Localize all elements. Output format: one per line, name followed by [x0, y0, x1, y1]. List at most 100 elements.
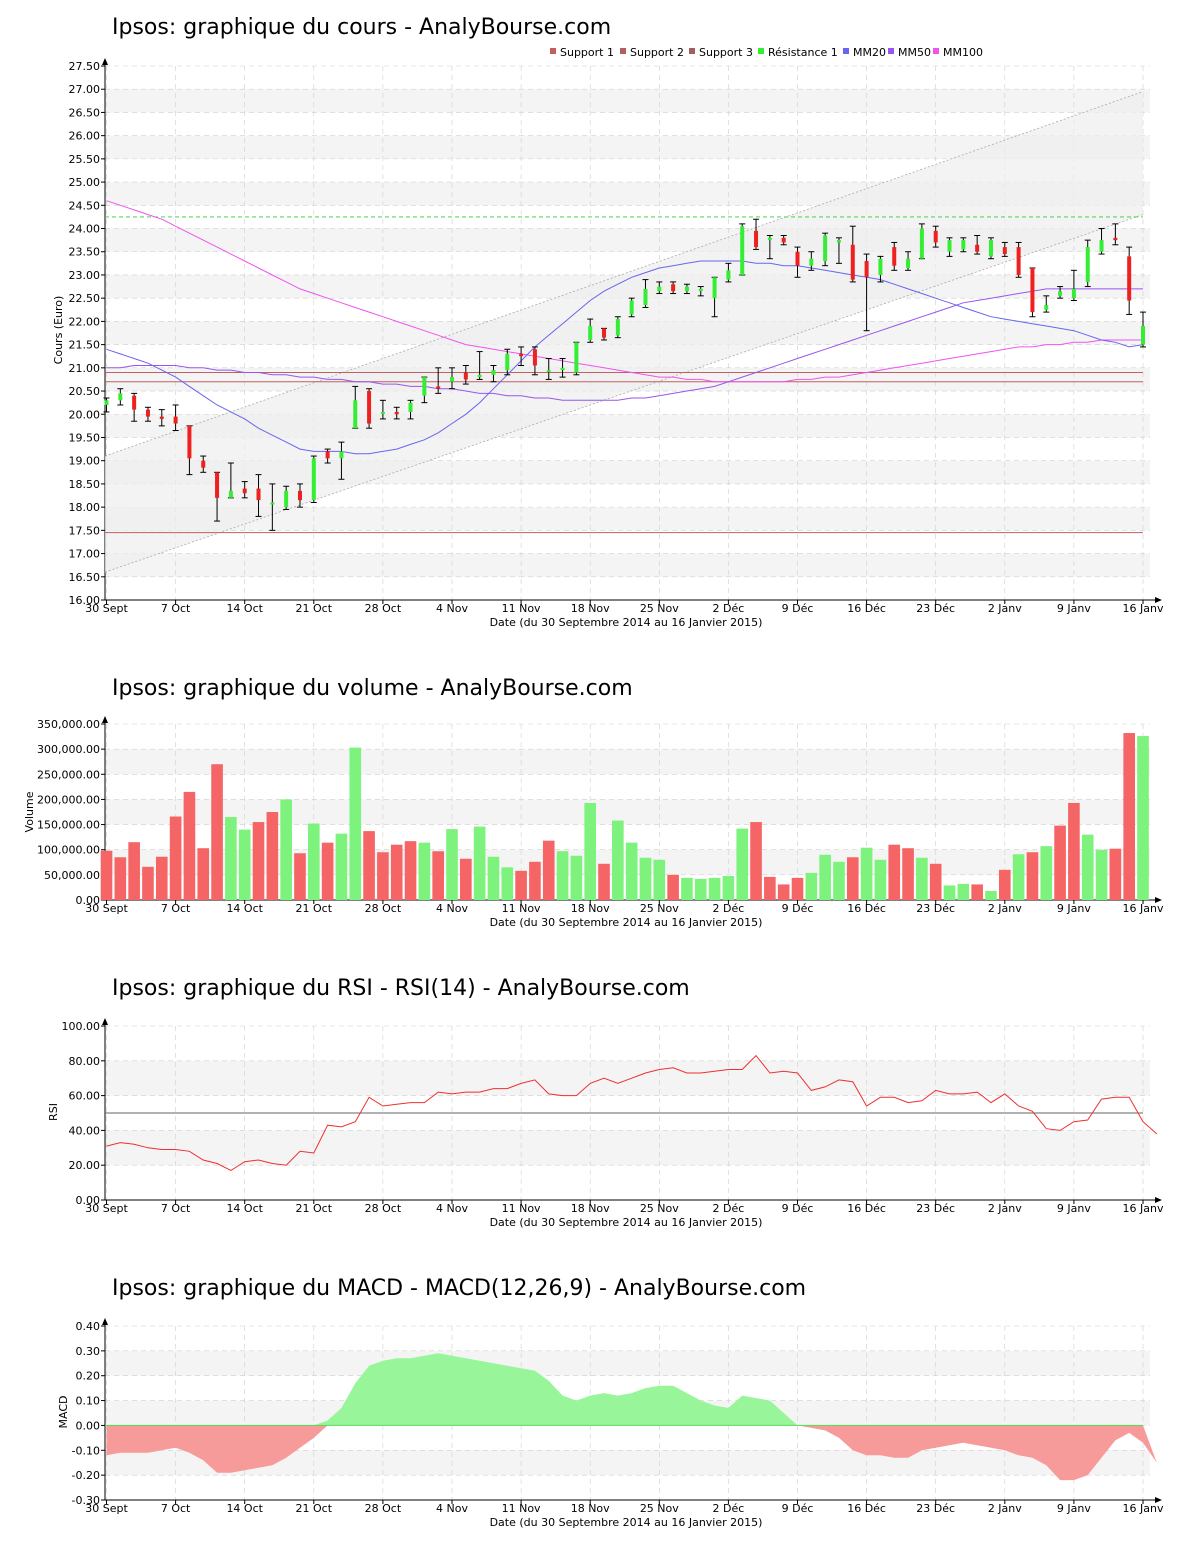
- volume-x-tick-label: 2 Déc: [713, 902, 745, 915]
- rsi-x-tick-label: 4 Nov: [436, 1202, 468, 1215]
- macd-x-tick-label: 11 Nov: [502, 1502, 541, 1515]
- volume-bar: [971, 884, 983, 900]
- volume-bar: [473, 826, 486, 900]
- volume-x-tick-label: 30 Sept: [85, 902, 128, 915]
- candle-body: [450, 377, 454, 382]
- candle-body: [1044, 305, 1049, 310]
- macd-y-tick-label: 0.20: [76, 1370, 101, 1383]
- candle-body: [574, 342, 579, 373]
- candle-body: [284, 490, 289, 508]
- macd-band: [105, 1350, 1150, 1376]
- volume-y-tick-label: 100,000.00: [37, 844, 100, 857]
- volume-y-tick-label: 250,000.00: [37, 768, 100, 781]
- legend-swatch-support-1: [550, 48, 556, 54]
- rsi-y-axis-title: RSI: [47, 1103, 60, 1121]
- macd-x-tick-label: 23 Déc: [916, 1502, 955, 1515]
- price-x-axis-arrow: [1155, 597, 1162, 603]
- volume-bar: [681, 877, 693, 900]
- volume-y-tick-label: 350,000.00: [37, 718, 100, 731]
- volume-bar: [446, 829, 458, 900]
- volume-bar: [238, 829, 251, 900]
- price-x-tick-label: 2 Janv: [988, 602, 1022, 615]
- price-y-tick-label: 16.00: [69, 594, 101, 607]
- macd-x-tick-label: 28 Oct: [365, 1502, 402, 1515]
- macd-x-tick-label: 16 Déc: [847, 1502, 886, 1515]
- candle-body: [947, 240, 952, 252]
- candle-body: [795, 251, 800, 266]
- macd-y-tick-label: 0.30: [76, 1345, 101, 1358]
- rsi-x-tick-label: 2 Janv: [988, 1202, 1022, 1215]
- volume-bar: [722, 875, 735, 900]
- volume-bar: [404, 841, 417, 900]
- volume-bar: [598, 863, 610, 900]
- candle-body: [712, 277, 717, 299]
- volume-bar: [432, 851, 444, 900]
- volume-bar: [943, 885, 956, 900]
- price-x-tick-label: 23 Déc: [916, 602, 955, 615]
- macd-x-tick-label: 18 Nov: [571, 1502, 610, 1515]
- price-y-tick-label: 22.00: [69, 315, 101, 328]
- price-y-axis-arrow: [102, 58, 108, 65]
- legend-mm20: MM20: [853, 46, 886, 59]
- macd-x-tick-label: 9 Janv: [1057, 1502, 1091, 1515]
- candle-body: [1085, 247, 1090, 282]
- price-x-tick-label: 11 Nov: [502, 602, 541, 615]
- volume-bar: [708, 877, 721, 900]
- legend-swatch-mm50: [888, 48, 894, 54]
- legend-support-1: Support 1: [560, 46, 614, 59]
- candle-body: [532, 349, 537, 366]
- candle-body: [615, 319, 620, 336]
- legend-mm100: MM100: [943, 46, 983, 59]
- macd-x-tick-label: 9 Déc: [782, 1502, 814, 1515]
- candle-body: [975, 244, 980, 252]
- volume-bar: [1040, 846, 1053, 900]
- rsi-x-tick-label: 28 Oct: [365, 1202, 402, 1215]
- rsi-x-tick-label: 9 Déc: [782, 1202, 814, 1215]
- volume-bar: [846, 857, 859, 900]
- price-y-tick-label: 27.50: [69, 60, 101, 73]
- rsi-x-tick-label: 2 Déc: [713, 1202, 745, 1215]
- volume-band: [105, 799, 1150, 825]
- volume-bar: [501, 867, 514, 900]
- trend-channel-lower: [104, 214, 1144, 573]
- volume-y-axis-arrow: [102, 716, 108, 723]
- volume-bar: [390, 844, 403, 900]
- candle-body: [394, 411, 399, 415]
- candle-body: [629, 300, 634, 315]
- macd-y-tick-label: 0.00: [76, 1419, 101, 1432]
- volume-bar: [819, 854, 831, 900]
- candle-body: [242, 488, 247, 494]
- price-y-tick-label: 20.00: [69, 408, 101, 421]
- volume-bar: [570, 855, 583, 900]
- candle-body: [588, 326, 593, 340]
- price-y-axis-title: Cours (Euro): [52, 296, 65, 365]
- volume-bar: [266, 812, 279, 900]
- volume-bar: [142, 866, 154, 900]
- candle-body: [919, 228, 924, 259]
- volume-chart-title: Ipsos: graphique du volume - AnalyBourse…: [112, 676, 633, 701]
- rsi-y-axis-arrow: [102, 1018, 108, 1025]
- price-x-axis-title: Date (du 30 Septembre 2014 au 16 Janvier…: [490, 616, 763, 629]
- candle-body: [961, 240, 966, 250]
- rsi-panel: 0.00 20.00 40.00 60.00 80.00 100.00 30 Sept 7 O…: [62, 1018, 1164, 1215]
- price-x-tick-label: 9 Janv: [1057, 602, 1091, 615]
- volume-bar: [363, 831, 375, 900]
- candle-body: [560, 367, 565, 371]
- volume-x-tick-label: 28 Oct: [365, 902, 402, 915]
- candle-body: [436, 386, 441, 389]
- rsi-y-tick-label: 40.00: [69, 1124, 101, 1137]
- rsi-x-tick-label: 14 Oct: [226, 1202, 263, 1215]
- rsi-band: [105, 1060, 1150, 1096]
- candle-body: [408, 402, 413, 412]
- volume-x-tick-label: 16 Janv: [1123, 902, 1164, 915]
- candle-body: [173, 416, 178, 424]
- price-y-tick-label: 27.00: [69, 83, 101, 96]
- price-x-tick-label: 30 Sept: [85, 602, 128, 615]
- volume-bar: [294, 853, 306, 900]
- macd-y-axis-title: MACD: [57, 1396, 70, 1429]
- candle-body: [215, 472, 220, 498]
- volume-bar: [750, 822, 762, 900]
- volume-bar: [169, 816, 182, 900]
- price-panel: 16.00 16.50 17.00 17.50 18.00 18.50 19.00 19.50…: [69, 58, 1164, 615]
